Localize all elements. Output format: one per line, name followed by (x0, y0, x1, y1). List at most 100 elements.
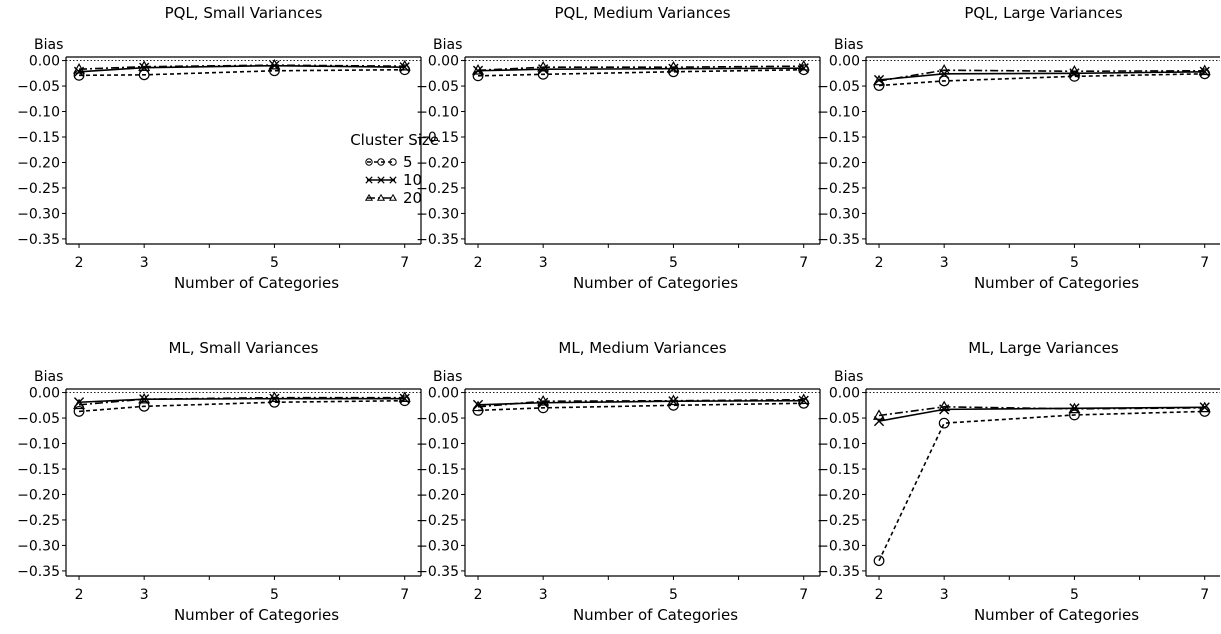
x-tick-label: 2 (75, 587, 84, 603)
data-point-20 (1198, 64, 1211, 76)
x-tick-label: 7 (1200, 587, 1209, 603)
data-point-20 (938, 400, 951, 412)
y-tick-label: −0.10 (817, 437, 860, 453)
y-tick-label: −0.10 (817, 105, 860, 121)
data-point-20 (471, 64, 485, 75)
data-point-20 (667, 60, 680, 72)
x-axis-label: Number of Categories (573, 606, 738, 624)
y-tick-label: −0.10 (416, 437, 459, 453)
y-tick-label: −0.30 (817, 538, 860, 554)
x-tick-label: 7 (799, 255, 808, 271)
data-point-10 (538, 64, 549, 75)
x-tick-label: 2 (875, 255, 884, 271)
data-point-20 (471, 400, 485, 412)
data-point-20 (537, 395, 550, 406)
x-tick-label: 5 (669, 587, 678, 603)
series-line-20 (477, 65, 804, 72)
panel-title: ML, Large Variances (968, 339, 1119, 357)
series-line-10 (478, 67, 804, 72)
x-tick-label: 5 (270, 587, 279, 603)
y-axis-label: Bias (433, 37, 462, 53)
x-tick-label: 7 (400, 255, 409, 271)
y-tick-label: −0.35 (416, 564, 459, 580)
y-tick-label: −0.20 (416, 487, 459, 503)
data-point-5 (138, 400, 150, 412)
y-tick-label: −0.25 (416, 513, 459, 529)
legend-marker (389, 158, 397, 166)
x-axis-label: Number of Categories (974, 274, 1139, 292)
data-point-20 (872, 74, 886, 86)
legend-marker (365, 176, 373, 184)
legend-marker (377, 176, 385, 184)
y-tick-label: 0.00 (29, 54, 60, 70)
y-tick-label: −0.10 (416, 105, 459, 121)
x-axis-label: Number of Categories (573, 274, 738, 292)
x-tick-label: 3 (539, 255, 548, 271)
y-tick-label: −0.30 (817, 206, 860, 222)
y-tick-label: −0.30 (17, 206, 60, 222)
y-tick-label: −0.20 (817, 487, 860, 503)
data-point-20 (398, 391, 411, 403)
y-tick-label: −0.15 (416, 462, 459, 478)
data-point-20 (797, 59, 810, 71)
series-line-5 (78, 399, 405, 413)
legend-marker (376, 193, 386, 201)
y-tick-label: −0.20 (17, 487, 60, 503)
data-point-20 (1198, 401, 1211, 413)
legend-marker (388, 193, 398, 201)
data-point-20 (138, 392, 151, 404)
y-tick-label: −0.05 (17, 79, 60, 95)
y-axis-label: Bias (34, 37, 63, 53)
series-line-20 (78, 64, 405, 71)
panel-title: PQL, Large Variances (964, 4, 1123, 22)
data-point-10 (873, 74, 885, 86)
series-line-5 (878, 410, 1205, 562)
y-tick-label: −0.15 (817, 130, 860, 146)
series-line-5 (478, 68, 804, 77)
x-tick-label: 5 (669, 255, 678, 271)
y-tick-label: −0.35 (817, 232, 860, 248)
y-axis-label: Bias (834, 37, 863, 53)
y-tick-label: −0.30 (416, 206, 459, 222)
legend-marker (377, 158, 385, 166)
data-point-20 (138, 60, 151, 72)
y-tick-label: −0.15 (17, 130, 60, 146)
y-tick-label: −0.35 (17, 232, 60, 248)
y-tick-label: −0.15 (17, 462, 60, 478)
data-point-20 (398, 59, 411, 71)
data-point-20 (797, 393, 810, 405)
panel-title: PQL, Small Variances (165, 4, 323, 22)
data-point-20 (72, 63, 86, 74)
panel-title: ML, Small Variances (169, 339, 319, 357)
data-point-5 (1069, 409, 1080, 421)
data-point-20 (72, 398, 86, 410)
y-tick-label: 0.00 (428, 386, 459, 402)
x-tick-label: 7 (1200, 255, 1209, 271)
series-line-20 (78, 396, 405, 406)
data-point-20 (268, 391, 281, 403)
series-line-5 (79, 68, 405, 77)
y-tick-label: −0.20 (817, 155, 860, 171)
data-point-10 (538, 397, 549, 408)
y-tick-label: −0.10 (17, 437, 60, 453)
y-tick-label: −0.35 (817, 564, 860, 580)
data-point-5 (873, 555, 885, 567)
legend-marker (364, 193, 374, 201)
data-point-10 (1199, 402, 1210, 413)
x-tick-label: 5 (1070, 255, 1079, 271)
panel-title: PQL, Medium Variances (554, 4, 730, 22)
y-tick-label: 0.00 (29, 386, 60, 402)
x-tick-label: 7 (799, 587, 808, 603)
x-axis-label: Number of Categories (174, 274, 339, 292)
data-point-5 (73, 69, 85, 81)
y-tick-label: 0.00 (829, 386, 860, 402)
data-point-20 (667, 394, 680, 406)
y-tick-label: 0.00 (829, 54, 860, 70)
data-point-10 (1069, 68, 1080, 79)
panel-title: ML, Medium Variances (558, 339, 726, 357)
y-tick-label: −0.20 (416, 155, 459, 171)
